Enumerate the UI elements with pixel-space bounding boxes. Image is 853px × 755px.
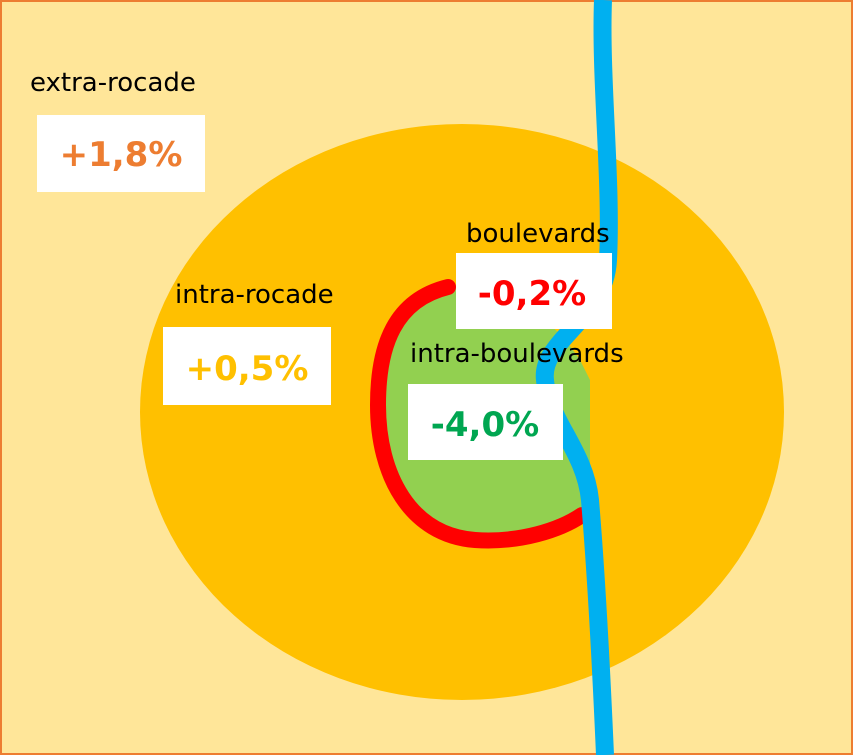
zone-value: -0,2% bbox=[478, 274, 586, 314]
zone-value: +0,5% bbox=[186, 349, 309, 389]
zone-value: +1,8% bbox=[60, 135, 183, 175]
zone-label: intra-rocade bbox=[175, 280, 334, 310]
zone-label: boulevards bbox=[466, 219, 610, 249]
zone-label: intra-boulevards bbox=[410, 339, 624, 369]
value-box bbox=[456, 253, 612, 329]
value-box bbox=[37, 115, 205, 192]
value-box bbox=[408, 384, 563, 460]
zone-value: -4,0% bbox=[431, 405, 539, 445]
zone-label: extra-rocade bbox=[30, 68, 196, 98]
river bbox=[535, 0, 618, 755]
boulevards-ring bbox=[369, 279, 590, 549]
value-box bbox=[163, 327, 331, 405]
